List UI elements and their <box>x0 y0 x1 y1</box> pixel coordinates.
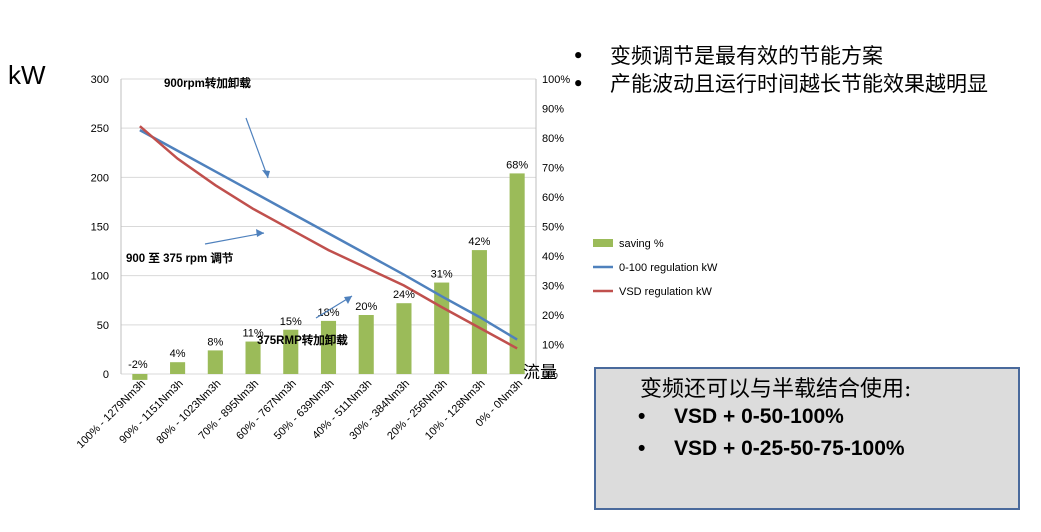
arrow-900rpm <box>245 117 269 179</box>
annotation-375rpm-load-unload: 375RMP转加卸载 <box>257 335 348 347</box>
bar-data-label: 15% <box>280 316 302 328</box>
bar-data-label: 24% <box>393 289 415 301</box>
x-axis-flow-label: 流量 <box>523 363 557 383</box>
bar-data-label: 42% <box>468 236 490 248</box>
y2-tick-label: 40% <box>542 251 564 263</box>
info-box-item-text: VSD + 0-25-50-75-100% <box>674 437 905 460</box>
bar-data-label: 20% <box>355 301 377 313</box>
key-point-text: 产能波动且运行时间越长节能效果越明显 <box>610 72 988 96</box>
bullet-icon: • <box>572 72 585 96</box>
bar <box>207 350 223 374</box>
series-line <box>139 125 518 350</box>
y-tick-label: 150 <box>91 222 109 234</box>
y-tick-label: 250 <box>91 123 109 135</box>
key-point-item: • 变频调节是最有效的节能方案 <box>572 42 988 70</box>
y2-tick-label: 70% <box>542 163 564 175</box>
y2-tick-label: 80% <box>542 133 564 145</box>
bar-data-label: 4% <box>170 348 186 360</box>
legend: saving % 0-100 regulation kW VSD regulat… <box>593 238 718 298</box>
y-tick-label: 100 <box>91 271 109 283</box>
y-tick-label: 0 <box>103 369 109 381</box>
legend-saving-swatch <box>593 239 613 247</box>
info-box-item: • VSD + 0-25-50-75-100% <box>638 437 905 461</box>
legend-saving-label: saving % <box>619 238 664 250</box>
annotation-900rpm-load-unload: 900rpm转加卸载 <box>164 78 251 90</box>
bullet-icon: • <box>572 44 585 68</box>
bar-data-label: 8% <box>207 336 223 348</box>
y2-tick-label: 0% <box>542 369 558 381</box>
arrow-900rpm-head <box>262 170 270 178</box>
bar <box>320 320 337 374</box>
info-box-item-text: VSD + 0-50-100% <box>674 405 844 428</box>
info-box-title: 变频还可以与半载结合使用: <box>640 377 912 402</box>
key-points-list: • 变频调节是最有效的节能方案 • 产能波动且运行时间越长节能效果越明显 <box>572 42 988 98</box>
bar <box>396 303 412 374</box>
y2-tick-label: 60% <box>542 192 564 204</box>
bar <box>283 329 299 374</box>
y-axis-unit-label: kW <box>8 60 46 90</box>
arrow-range <box>204 232 265 245</box>
y2-tick-label: 50% <box>542 222 564 234</box>
x-tick-label: 80% - 1023Nm3h <box>154 378 223 447</box>
bullet-icon: • <box>638 405 646 428</box>
arrow-range-head <box>256 229 264 237</box>
y2-tick-label: 30% <box>542 281 564 293</box>
bar <box>471 250 487 374</box>
bar-data-label: -2% <box>128 359 148 371</box>
y2-tick-label: 90% <box>542 104 564 116</box>
bar <box>358 315 374 374</box>
legend-0-100-label: 0-100 regulation kW <box>619 262 718 274</box>
key-point-text: 变频调节是最有效的节能方案 <box>610 44 883 68</box>
y-tick-label: 300 <box>91 74 109 86</box>
arrow-375rpm-head <box>344 296 352 304</box>
annotation-speed-range: 900 至 375 rpm 调节 <box>126 253 234 265</box>
y2-tick-label: 20% <box>542 310 564 322</box>
bar <box>132 374 148 380</box>
x-tick-label: 90% - 1151Nm3h <box>117 378 185 446</box>
series-line <box>139 129 518 341</box>
bar-data-label: 18% <box>317 307 339 319</box>
bar-data-label: 68% <box>506 159 528 171</box>
y-tick-label: 50 <box>97 320 109 332</box>
legend-vsd-label: VSD regulation kW <box>619 286 713 298</box>
y2-tick-label: 10% <box>542 340 564 352</box>
bullet-icon: • <box>638 437 646 460</box>
y2-tick-label: 100% <box>542 74 570 86</box>
bar-data-label: 11% <box>242 328 263 340</box>
bar <box>170 362 186 374</box>
combination-info-box: 变频还可以与半载结合使用: • VSD + 0-50-100% • VSD + 0-… <box>594 367 1020 510</box>
key-point-item: • 产能波动且运行时间越长节能效果越明显 <box>572 70 988 98</box>
bar <box>245 341 261 374</box>
info-box-item: • VSD + 0-50-100% <box>638 405 844 429</box>
x-tick-label: 100% - 1279Nm3h <box>75 378 148 451</box>
bar-data-label: 31% <box>431 269 453 281</box>
bar <box>509 173 525 374</box>
y-tick-label: 200 <box>91 172 109 184</box>
